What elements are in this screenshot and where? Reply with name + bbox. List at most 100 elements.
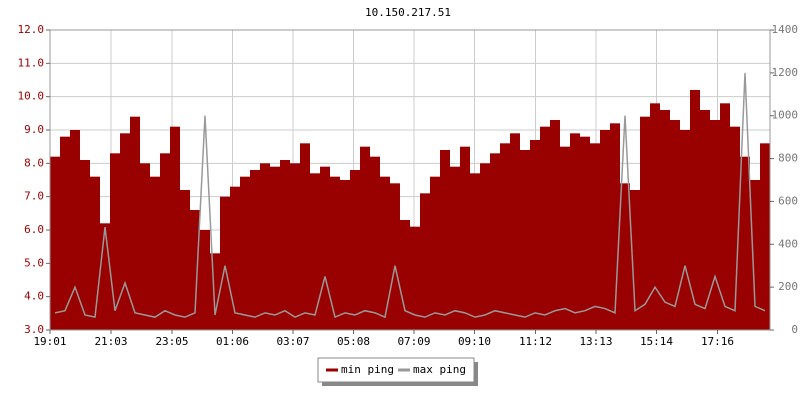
y-tick-label: 5.0 bbox=[24, 256, 44, 269]
x-tick-label: 13:13 bbox=[579, 335, 612, 348]
y2-tick-label: 200 bbox=[778, 280, 798, 293]
min-ping-bar bbox=[220, 196, 230, 330]
min-ping-bar bbox=[620, 183, 630, 330]
y-tick-label: 12.0 bbox=[18, 23, 45, 36]
x-tick-label: 17:16 bbox=[701, 335, 734, 348]
min-ping-bar bbox=[580, 136, 590, 330]
y2-tick-label: 1400 bbox=[772, 23, 799, 36]
min-ping-bar bbox=[680, 130, 690, 330]
min-ping-bar bbox=[300, 143, 310, 330]
legend-label: min ping bbox=[341, 363, 394, 376]
min-ping-bar bbox=[700, 110, 710, 330]
x-tick-label: 03:07 bbox=[276, 335, 309, 348]
min-ping-bar bbox=[450, 166, 460, 330]
min-ping-bar bbox=[440, 150, 450, 330]
x-tick-label: 19:01 bbox=[33, 335, 66, 348]
min-ping-bar bbox=[690, 90, 700, 330]
min-ping-bar bbox=[720, 103, 730, 330]
min-ping-bar bbox=[490, 153, 500, 330]
min-ping-bar bbox=[740, 156, 750, 330]
legend-box bbox=[317, 357, 475, 383]
min-ping-bar bbox=[130, 116, 140, 331]
min-ping-bar bbox=[280, 160, 290, 330]
min-ping-bar bbox=[510, 133, 520, 330]
y-tick-label: 3.0 bbox=[24, 323, 44, 336]
min-ping-bar bbox=[310, 173, 320, 330]
min-ping-bar bbox=[390, 183, 400, 330]
x-tick-label: 23:05 bbox=[155, 335, 188, 348]
min-ping-bar bbox=[640, 116, 650, 331]
min-ping-bar bbox=[170, 126, 180, 331]
y2-tick-label: 800 bbox=[778, 152, 798, 165]
min-ping-bar bbox=[410, 226, 420, 330]
min-ping-bar bbox=[290, 163, 300, 330]
x-tick-label: 07:09 bbox=[397, 335, 430, 348]
min-ping-bar bbox=[240, 176, 250, 330]
min-ping-bar bbox=[340, 180, 350, 330]
min-ping-bar bbox=[320, 166, 330, 330]
y-tick-label: 4.0 bbox=[24, 290, 44, 303]
min-ping-bar bbox=[710, 120, 720, 330]
min-ping-bar bbox=[670, 120, 680, 330]
min-ping-bar bbox=[600, 130, 610, 330]
min-ping-bar bbox=[360, 146, 370, 330]
min-ping-bar bbox=[350, 170, 360, 330]
x-tick-label: 21:03 bbox=[94, 335, 127, 348]
min-ping-bar bbox=[270, 166, 280, 330]
min-ping-bar bbox=[150, 176, 160, 330]
min-ping-bar bbox=[530, 140, 540, 330]
min-ping-bar bbox=[180, 190, 190, 330]
min-ping-bar bbox=[90, 176, 100, 330]
min-ping-bar bbox=[120, 133, 130, 330]
min-ping-bar bbox=[100, 223, 110, 330]
y-tick-label: 8.0 bbox=[24, 156, 44, 169]
min-ping-bar bbox=[730, 126, 740, 331]
y-tick-label: 10.0 bbox=[18, 90, 45, 103]
min-ping-bar bbox=[460, 146, 470, 330]
min-ping-bar bbox=[550, 120, 560, 330]
min-ping-bar bbox=[110, 153, 120, 330]
min-ping-bar bbox=[140, 163, 150, 330]
min-ping-bar bbox=[80, 160, 90, 330]
y-tick-label: 7.0 bbox=[24, 190, 44, 203]
x-tick-label: 11:12 bbox=[519, 335, 552, 348]
min-ping-bar bbox=[370, 156, 380, 330]
plot-frame bbox=[49, 29, 771, 331]
min-ping-bar bbox=[750, 180, 760, 330]
y2-tick-label: 400 bbox=[778, 237, 798, 250]
y2-tick-label: 0 bbox=[791, 323, 798, 336]
min-ping-bar bbox=[470, 173, 480, 330]
min-ping-bar bbox=[230, 186, 240, 330]
y2-tick-label: 600 bbox=[778, 194, 798, 207]
x-tick-label: 05:08 bbox=[337, 335, 370, 348]
y-tick-label: 9.0 bbox=[24, 123, 44, 136]
min-ping-bar bbox=[210, 253, 220, 330]
min-ping-bar bbox=[520, 150, 530, 330]
chart-title: 10.150.217.51 bbox=[365, 6, 451, 19]
min-ping-bar bbox=[540, 126, 550, 331]
y2-tick-label: 1000 bbox=[772, 109, 799, 122]
min-ping-bar bbox=[60, 136, 70, 330]
min-ping-bar bbox=[760, 143, 770, 330]
min-ping-bar bbox=[50, 156, 60, 330]
min-ping-bar bbox=[500, 143, 510, 330]
min-ping-bar bbox=[610, 123, 620, 330]
min-ping-bar bbox=[570, 133, 580, 330]
min-ping-bar bbox=[200, 230, 210, 330]
min-ping-bar bbox=[560, 146, 570, 330]
y2-tick-label: 1200 bbox=[772, 66, 799, 79]
y-tick-label: 6.0 bbox=[24, 223, 44, 236]
min-ping-bar bbox=[330, 176, 340, 330]
min-ping-bar bbox=[590, 143, 600, 330]
x-tick-label: 15:14 bbox=[640, 335, 673, 348]
x-tick-label: 09:10 bbox=[458, 335, 491, 348]
min-ping-bar bbox=[190, 210, 200, 330]
min-ping-bar bbox=[430, 176, 440, 330]
min-ping-bar bbox=[260, 163, 270, 330]
max-ping-line bbox=[54, 72, 766, 319]
min-ping-bar bbox=[250, 170, 260, 330]
min-ping-bar bbox=[160, 153, 170, 330]
min-ping-bar bbox=[380, 176, 390, 330]
legend-label: max ping bbox=[413, 363, 466, 376]
